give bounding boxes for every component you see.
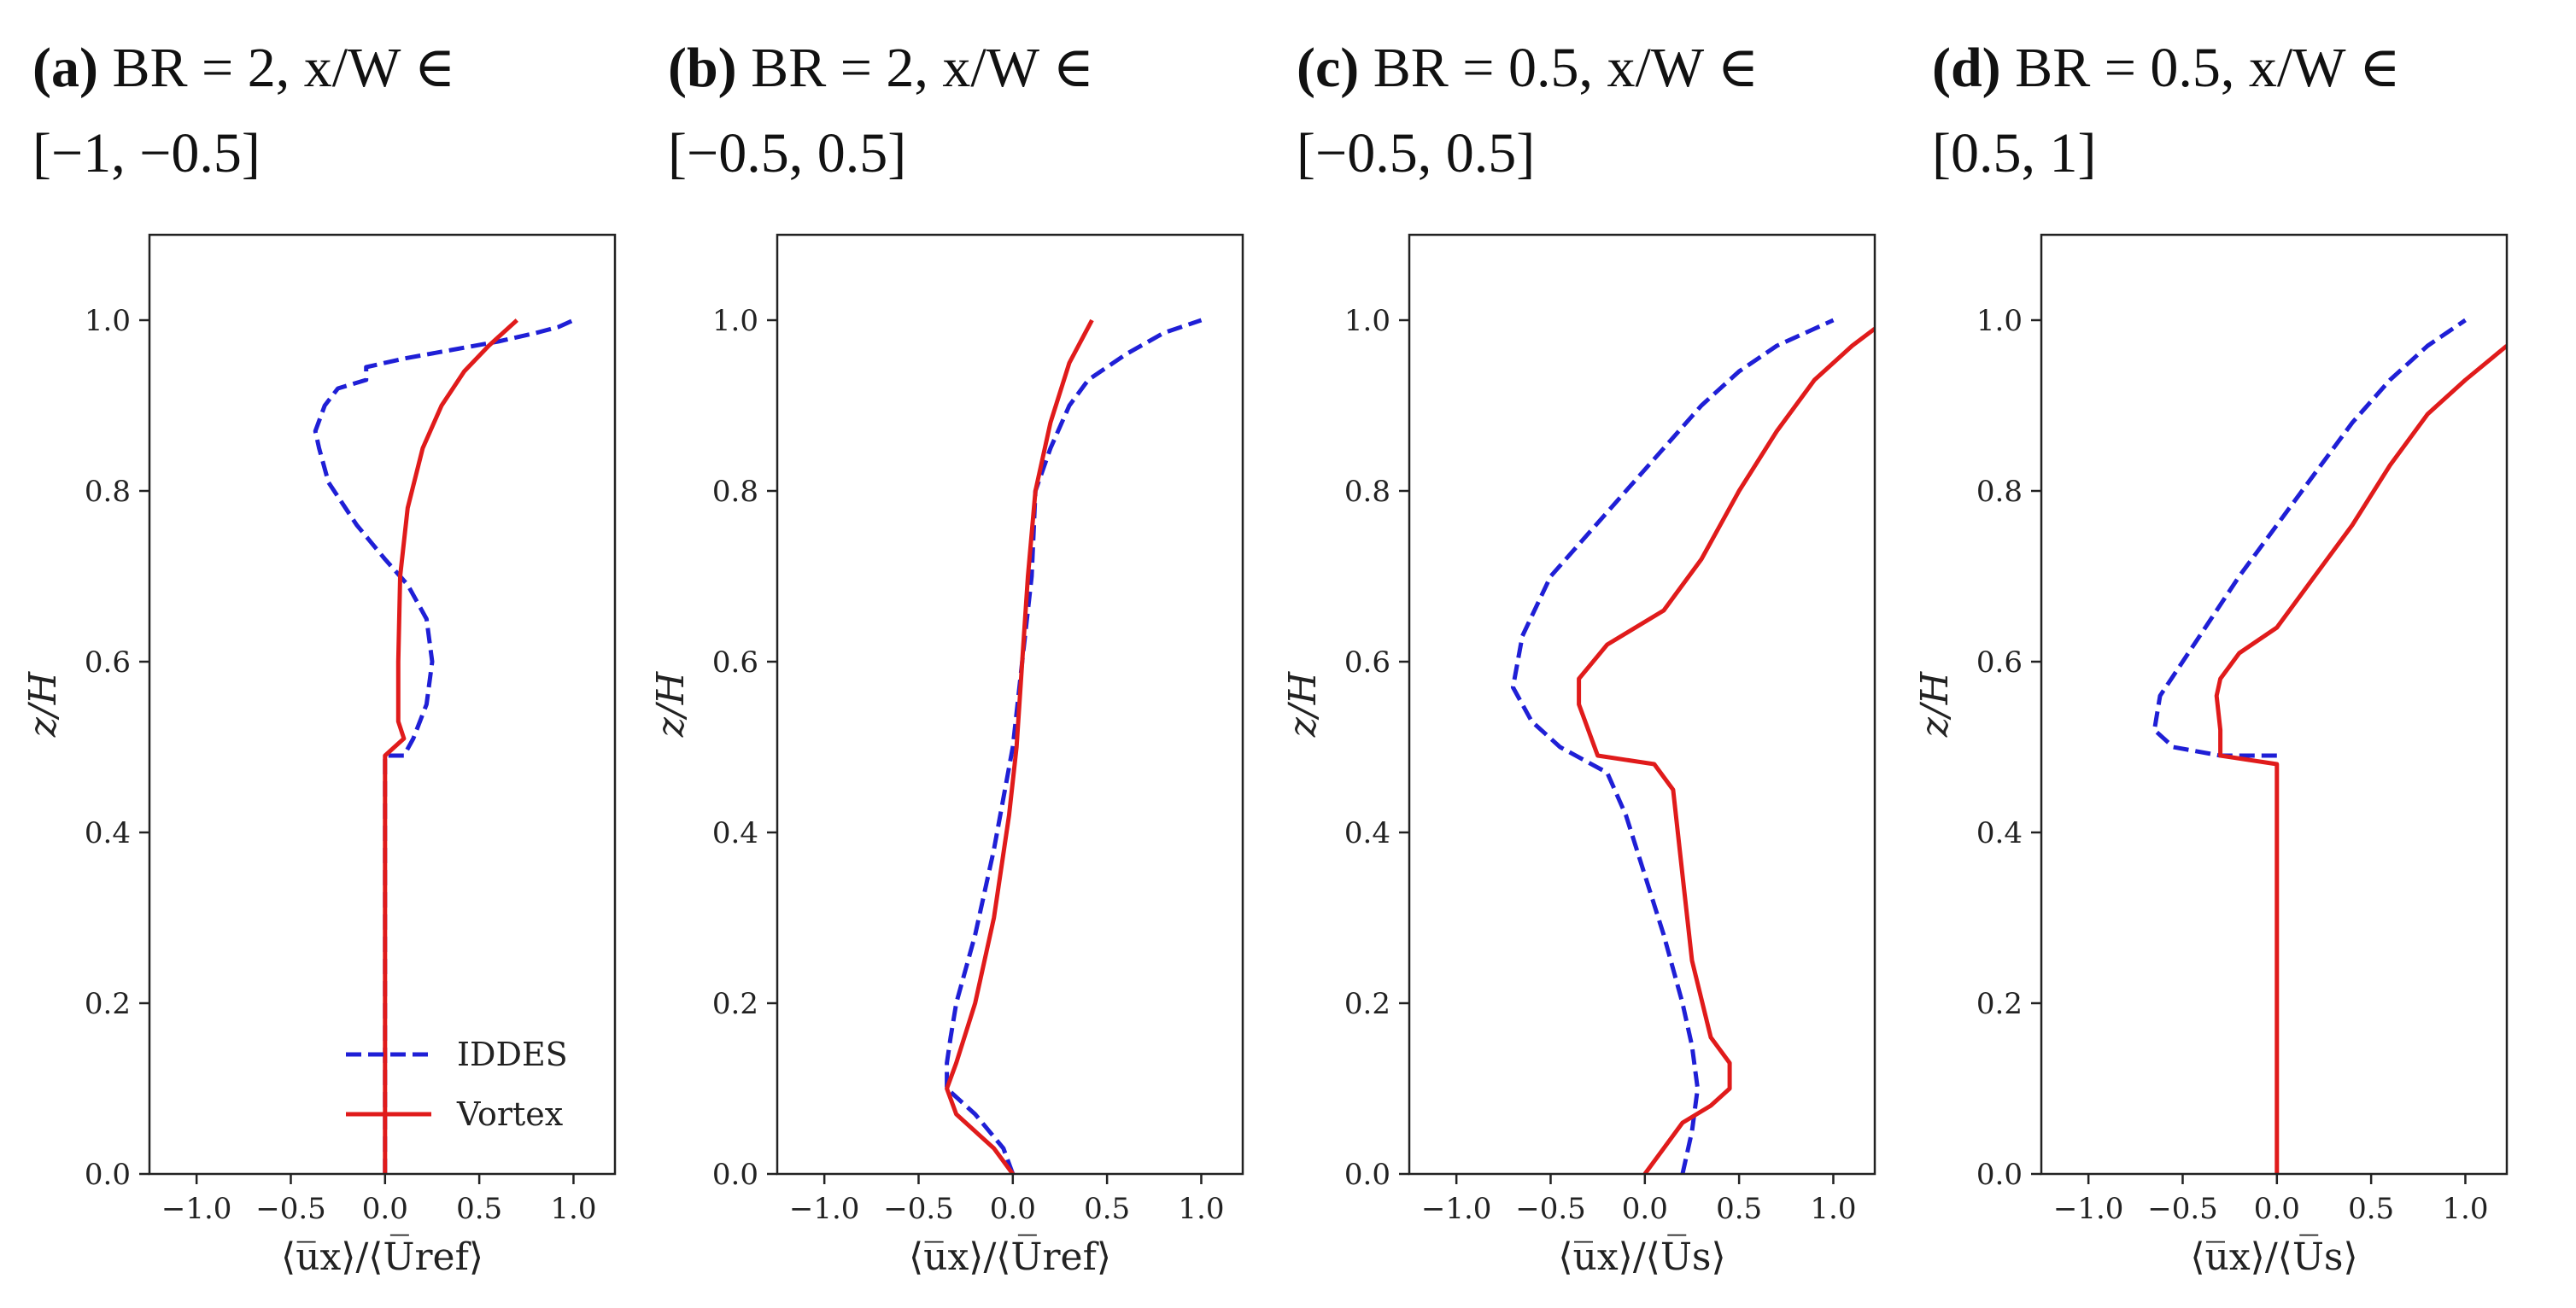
caption-line2: [−0.5, 0.5]: [1297, 122, 1536, 184]
y-tick-label: 0.2: [85, 987, 131, 1021]
caption-line2: [0.5, 1]: [1932, 122, 2097, 184]
y-tick-label: 0.8: [85, 475, 131, 509]
caption-label: (a): [32, 37, 98, 99]
y-tick-label: 0.2: [1976, 987, 2023, 1021]
x-axis-label: ⟨u̅x⟩/⟨U̅ref⟩: [281, 1234, 483, 1279]
y-tick-label: 0.8: [1976, 475, 2023, 509]
plot-frame: [2040, 233, 2509, 1176]
y-axis-label: z/H: [1913, 670, 1957, 738]
x-tick-label: 0.0: [2254, 1192, 2300, 1226]
x-tick-label: −1.0: [2053, 1192, 2124, 1226]
x-tick-label: 0.5: [1716, 1192, 1762, 1226]
y-tick-label: 0.0: [1344, 1158, 1390, 1192]
x-axis-label: ⟨u̅x⟩/⟨U̅s⟩: [1558, 1234, 1725, 1279]
caption-label: (d): [1932, 37, 2001, 99]
caption-d: (d) BR = 0.5, x/W ∈ [0.5, 1]: [1932, 26, 2564, 205]
y-tick-label: 1.0: [712, 304, 758, 338]
x-tick-label: −1.0: [161, 1192, 232, 1226]
y-tick-label: 0.6: [1976, 645, 2023, 680]
plot-frame: [776, 233, 1244, 1176]
y-tick-label: 0.4: [712, 816, 758, 850]
caption-a: (a) BR = 2, x/W ∈ [−1, −0.5]: [32, 26, 664, 205]
x-tick-label: 1.0: [2442, 1192, 2488, 1226]
chart-panel-c: −1.0 −0.5 0.0 0.5 1.0 0.0 0.2 0.4 0.6 0.8 1.0 ⟨u̅x⟩…: [1281, 233, 1876, 1279]
caption-label: (c): [1297, 37, 1360, 99]
caption-line1: BR = 0.5, x/W ∈: [2015, 37, 2401, 99]
series-iddes-line: [1510, 318, 1835, 1174]
chart-panel-b: −1.0 −0.5 0.0 0.5 1.0 0.0 0.2 0.4 0.6 0.8 1.0 ⟨u̅x⟩…: [649, 233, 1244, 1279]
caption-line2: [−0.5, 0.5]: [668, 122, 907, 184]
y-axis-label: z/H: [649, 670, 693, 738]
y-tick-label: 0.4: [1344, 816, 1390, 850]
y-tick-label: 0.0: [712, 1158, 758, 1192]
y-tick-label: 0.6: [85, 645, 131, 680]
caption-b: (b) BR = 2, x/W ∈ [−0.5, 0.5]: [668, 26, 1300, 205]
series-vortex-line: [383, 318, 518, 1174]
y-tick-label: 0.6: [712, 645, 758, 680]
x-tick-label: −0.5: [255, 1192, 326, 1226]
caption-line1: BR = 2, x/W ∈: [112, 37, 456, 99]
y-tick-label: 0.6: [1344, 645, 1390, 680]
y-tick-label: 0.2: [1344, 987, 1390, 1021]
y-tick-label: 0.8: [712, 475, 758, 509]
y-tick-label: 0.2: [712, 987, 758, 1021]
caption-line2: [−1, −0.5]: [32, 122, 261, 184]
y-tick-label: 0.0: [1976, 1158, 2023, 1192]
series-iddes-line: [945, 318, 1203, 1174]
plot-frame: [148, 233, 617, 1176]
chart-panel-d: −1.0 −0.5 0.0 0.5 1.0 0.0 0.2 0.4 0.6 0.8 1.0 ⟨u̅x⟩…: [1913, 233, 2509, 1279]
caption-line1: BR = 0.5, x/W ∈: [1373, 37, 1759, 99]
caption-label: (b): [668, 37, 737, 99]
caption-c: (c) BR = 0.5, x/W ∈ [−0.5, 0.5]: [1297, 26, 1929, 205]
legend-label-vortex: Vortex: [456, 1095, 563, 1133]
y-tick-label: 0.8: [1344, 475, 1390, 509]
series-iddes-line: [313, 318, 575, 1174]
x-tick-label: −1.0: [1421, 1192, 1492, 1226]
caption-line1: BR = 2, x/W ∈: [751, 37, 1095, 99]
x-tick-label: −1.0: [789, 1192, 860, 1226]
series-vortex-line: [2214, 344, 2507, 1174]
legend-label-iddes: IDDES: [457, 1036, 568, 1073]
y-tick-label: 1.0: [85, 304, 131, 338]
series-iddes-line: [2152, 318, 2467, 758]
y-tick-label: 0.4: [1976, 816, 2023, 850]
x-tick-label: 0.5: [2348, 1192, 2394, 1226]
series-vortex-line: [1577, 327, 1875, 1174]
x-tick-label: 0.0: [362, 1192, 408, 1226]
series-vortex-line: [945, 318, 1094, 1174]
x-tick-label: 1.0: [1178, 1192, 1224, 1226]
y-tick-label: 1.0: [1976, 304, 2023, 338]
y-axis-label: z/H: [1281, 670, 1325, 738]
y-tick-label: 1.0: [1344, 304, 1390, 338]
x-tick-label: 0.5: [1084, 1192, 1130, 1226]
x-tick-label: 0.5: [456, 1192, 502, 1226]
x-tick-label: 0.0: [990, 1192, 1036, 1226]
x-tick-label: 0.0: [1622, 1192, 1668, 1226]
x-axis-label: ⟨u̅x⟩/⟨U̅ref⟩: [909, 1234, 1111, 1279]
chart-panel-a: −1.0 −0.5 0.0 0.5 1.0 0.0 0.2 0.4 0.6 0.8 1.0 ⟨u̅x⟩…: [21, 233, 617, 1279]
x-tick-label: 1.0: [1810, 1192, 1856, 1226]
x-tick-label: −0.5: [1515, 1192, 1586, 1226]
y-axis-label: z/H: [21, 670, 65, 738]
x-tick-label: 1.0: [550, 1192, 596, 1226]
plot-frame: [1408, 233, 1876, 1176]
x-tick-label: −0.5: [2147, 1192, 2218, 1226]
x-axis-label: ⟨u̅x⟩/⟨U̅s⟩: [2190, 1234, 2357, 1279]
legend: IDDES Vortex: [346, 1036, 568, 1133]
x-tick-label: −0.5: [883, 1192, 954, 1226]
y-tick-label: 0.4: [85, 816, 131, 850]
y-tick-label: 0.0: [85, 1158, 131, 1192]
